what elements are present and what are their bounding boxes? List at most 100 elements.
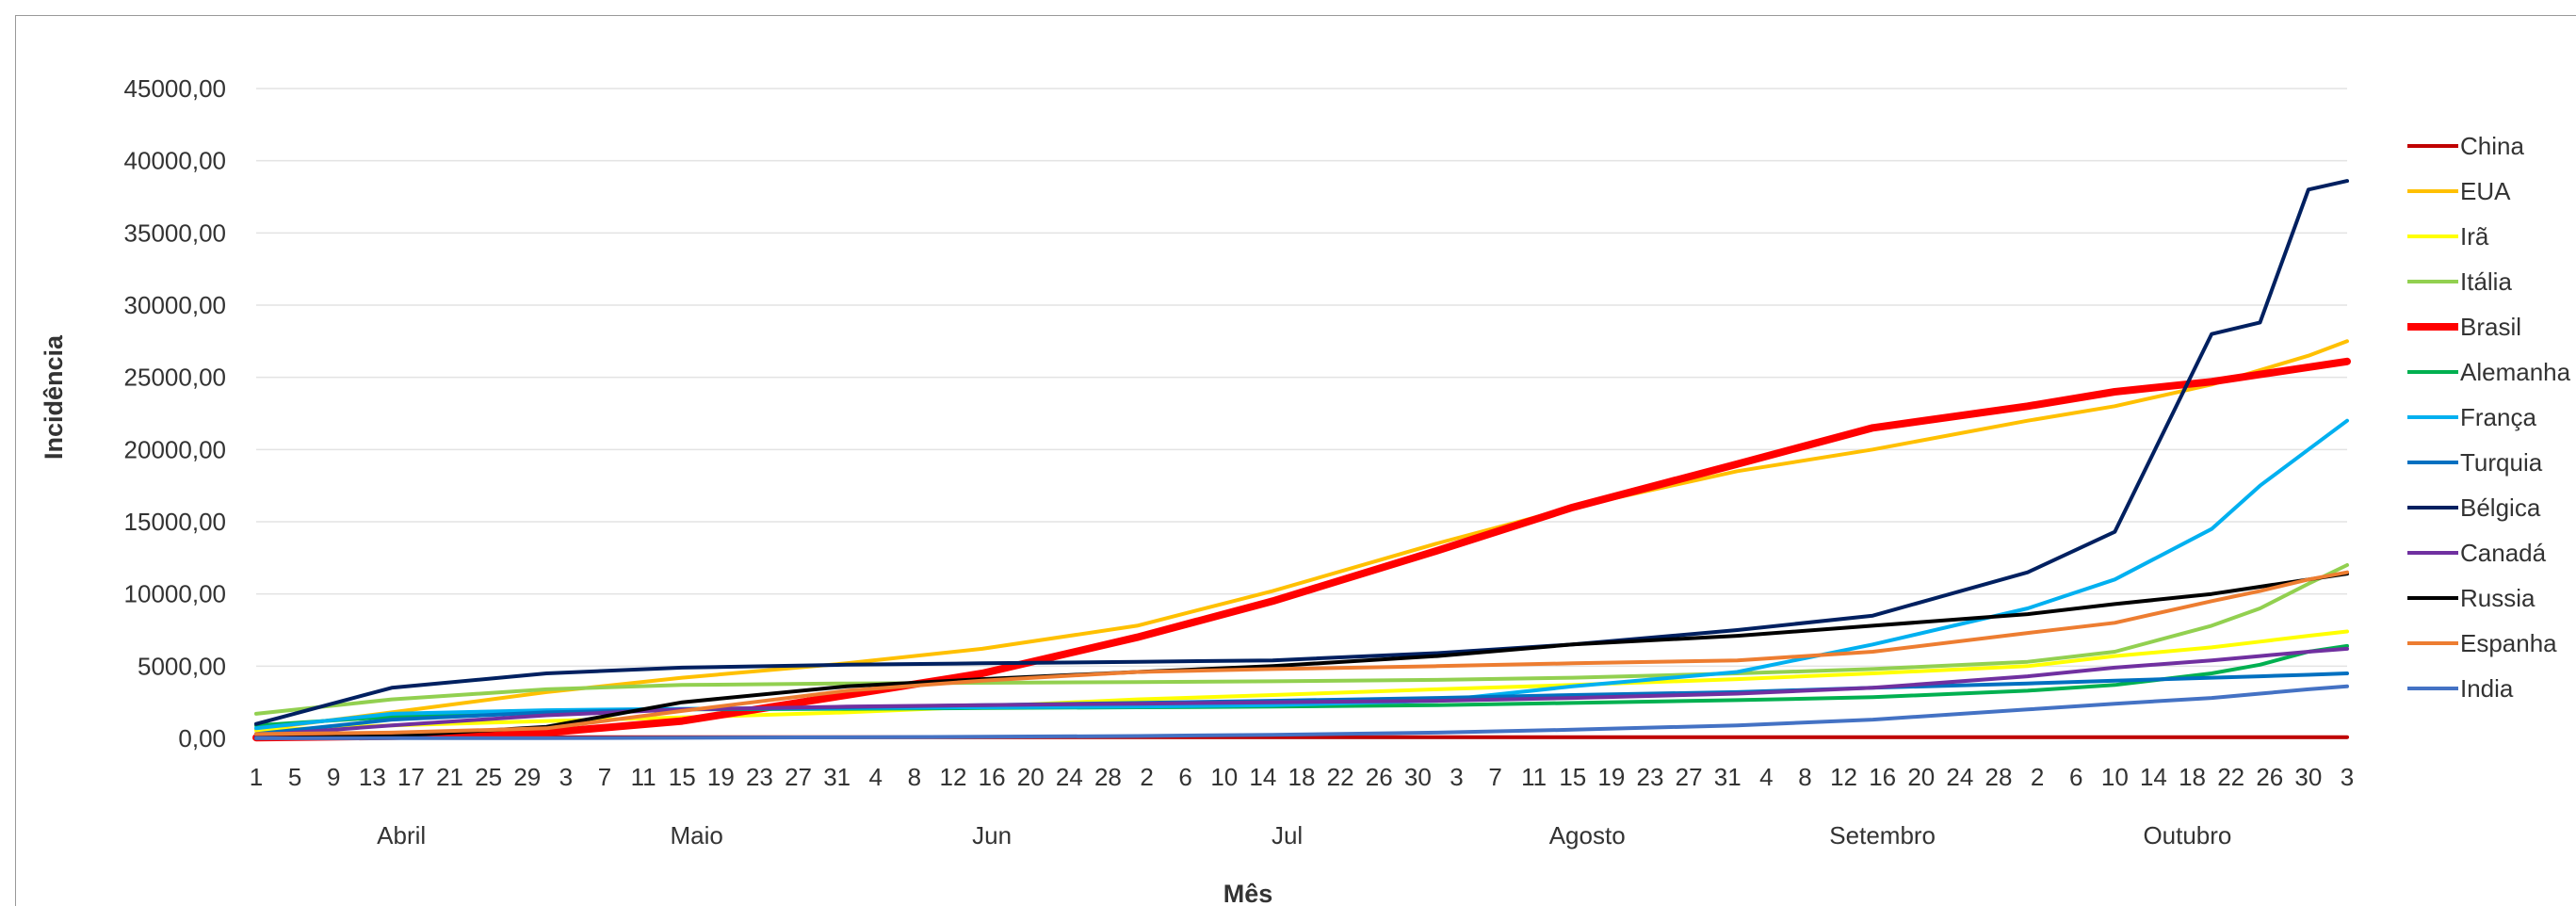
x-month-label: Maio	[670, 821, 722, 849]
x-tick-label: 3	[2341, 763, 2354, 791]
x-month-label: Agosto	[1549, 821, 1626, 849]
x-tick-label: 14	[1249, 763, 1276, 791]
x-tick-label: 2	[1140, 763, 1153, 791]
legend-label: Itália	[2460, 267, 2512, 296]
x-tick-label: 26	[1366, 763, 1393, 791]
x-tick-label: 28	[1094, 763, 1122, 791]
x-tick-label: 24	[1946, 763, 1973, 791]
x-tick-label: 10	[1210, 763, 1238, 791]
series-line-russia	[254, 572, 2349, 740]
x-tick-label: 24	[1056, 763, 1083, 791]
legend-label: India	[2460, 674, 2514, 703]
x-month-label: Abril	[377, 821, 426, 849]
x-tick-label: 20	[1907, 763, 1935, 791]
x-month-label: Jul	[1272, 821, 1303, 849]
gridlines	[256, 88, 2347, 739]
legend-label: Bélgica	[2460, 493, 2541, 522]
x-month-label: Setembro	[1829, 821, 1936, 849]
x-tick-label: 3	[1450, 763, 1463, 791]
y-axis-title: Incidência	[40, 334, 68, 460]
x-axis-month-labels: Abril Maio Jun Jul Agosto Setembro Outubro	[377, 821, 2231, 849]
x-tick-label: 6	[1178, 763, 1191, 791]
series-line-brasil	[252, 357, 2351, 742]
series-line-espanha	[254, 570, 2349, 736]
x-tick-label: 13	[359, 763, 386, 791]
x-tick-label: 27	[1676, 763, 1703, 791]
x-tick-label: 16	[1869, 763, 1896, 791]
x-tick-label: 19	[1597, 763, 1625, 791]
y-tick-label: 20000,00	[124, 435, 226, 463]
x-tick-label: 2	[2031, 763, 2044, 791]
x-tick-label: 3	[559, 763, 573, 791]
y-tick-label: 0,00	[178, 724, 226, 752]
x-tick-label: 18	[1288, 763, 1316, 791]
x-tick-label: 22	[1327, 763, 1354, 791]
x-tick-label: 8	[1798, 763, 1811, 791]
y-tick-label: 15000,00	[124, 508, 226, 536]
series-line-canadá	[254, 646, 2349, 737]
series-lines	[252, 179, 2351, 742]
x-tick-label: 4	[869, 763, 883, 791]
y-tick-label: 30000,00	[124, 291, 226, 319]
series-line-bélgica	[254, 179, 2349, 726]
legend-label: Russia	[2460, 584, 2535, 612]
x-tick-label: 10	[2101, 763, 2129, 791]
x-tick-label: 6	[2069, 763, 2082, 791]
x-tick-label: 14	[2140, 763, 2167, 791]
legend-label: Canadá	[2460, 539, 2547, 567]
x-tick-label: 25	[475, 763, 502, 791]
legend: China EUA Irã Itália Brasil Alemanha França Tur…	[2407, 132, 2571, 703]
y-axis-ticks: 0,00 5000,00 10000,00 15000,00 20000,00 25000…	[124, 74, 226, 752]
legend-label: China	[2460, 132, 2524, 160]
x-tick-label: 29	[513, 763, 541, 791]
x-tick-label: 5	[288, 763, 301, 791]
x-axis-title: Mês	[1223, 880, 1273, 906]
x-tick-label: 15	[1559, 763, 1586, 791]
legend-label: Alemanha	[2460, 358, 2571, 386]
x-tick-label: 11	[1521, 763, 1547, 791]
x-tick-label: 7	[1488, 763, 1501, 791]
x-tick-label: 20	[1017, 763, 1045, 791]
x-tick-label: 27	[785, 763, 812, 791]
x-tick-label: 16	[979, 763, 1006, 791]
chart-frame	[15, 15, 2576, 906]
x-tick-label: 4	[1759, 763, 1773, 791]
x-tick-label: 15	[669, 763, 696, 791]
x-tick-label: 18	[2179, 763, 2206, 791]
legend-label: Turquia	[2460, 448, 2543, 477]
x-tick-label: 22	[2217, 763, 2244, 791]
legend-label: França	[2460, 403, 2536, 431]
y-tick-label: 10000,00	[124, 580, 226, 608]
x-tick-label: 11	[631, 763, 656, 791]
x-tick-label: 23	[1637, 763, 1664, 791]
x-tick-label: 12	[1830, 763, 1857, 791]
x-tick-label: 30	[2294, 763, 2322, 791]
x-tick-label: 19	[707, 763, 735, 791]
x-tick-label: 30	[1404, 763, 1432, 791]
x-tick-label: 17	[397, 763, 425, 791]
x-tick-label: 31	[823, 763, 851, 791]
y-tick-label: 45000,00	[124, 74, 226, 103]
series-line-india	[254, 684, 2349, 740]
y-tick-label: 40000,00	[124, 147, 226, 175]
series-line-itália	[254, 563, 2349, 716]
x-month-label: Outubro	[2143, 821, 2231, 849]
legend-label: Espanha	[2460, 629, 2557, 657]
series-line-irã	[254, 629, 2349, 733]
x-tick-label: 28	[1985, 763, 2013, 791]
y-tick-label: 25000,00	[124, 364, 226, 392]
legend-label: EUA	[2460, 177, 2511, 205]
x-tick-label: 7	[598, 763, 611, 791]
x-tick-label: 23	[746, 763, 773, 791]
legend-label: Brasil	[2460, 313, 2521, 341]
x-tick-label: 12	[940, 763, 967, 791]
x-tick-label: 8	[908, 763, 921, 791]
x-tick-label: 26	[2256, 763, 2283, 791]
legend-label: Irã	[2460, 222, 2489, 251]
x-axis-day-ticks: 1 5 9 13 17 21 25 29 3 7 11 15 19 23 27 31 4 8 12 16 20 24 28 2…	[250, 763, 2354, 791]
x-tick-label: 1	[250, 763, 263, 791]
x-tick-label: 9	[327, 763, 340, 791]
x-month-label: Jun	[972, 821, 1012, 849]
y-tick-label: 5000,00	[138, 652, 226, 680]
